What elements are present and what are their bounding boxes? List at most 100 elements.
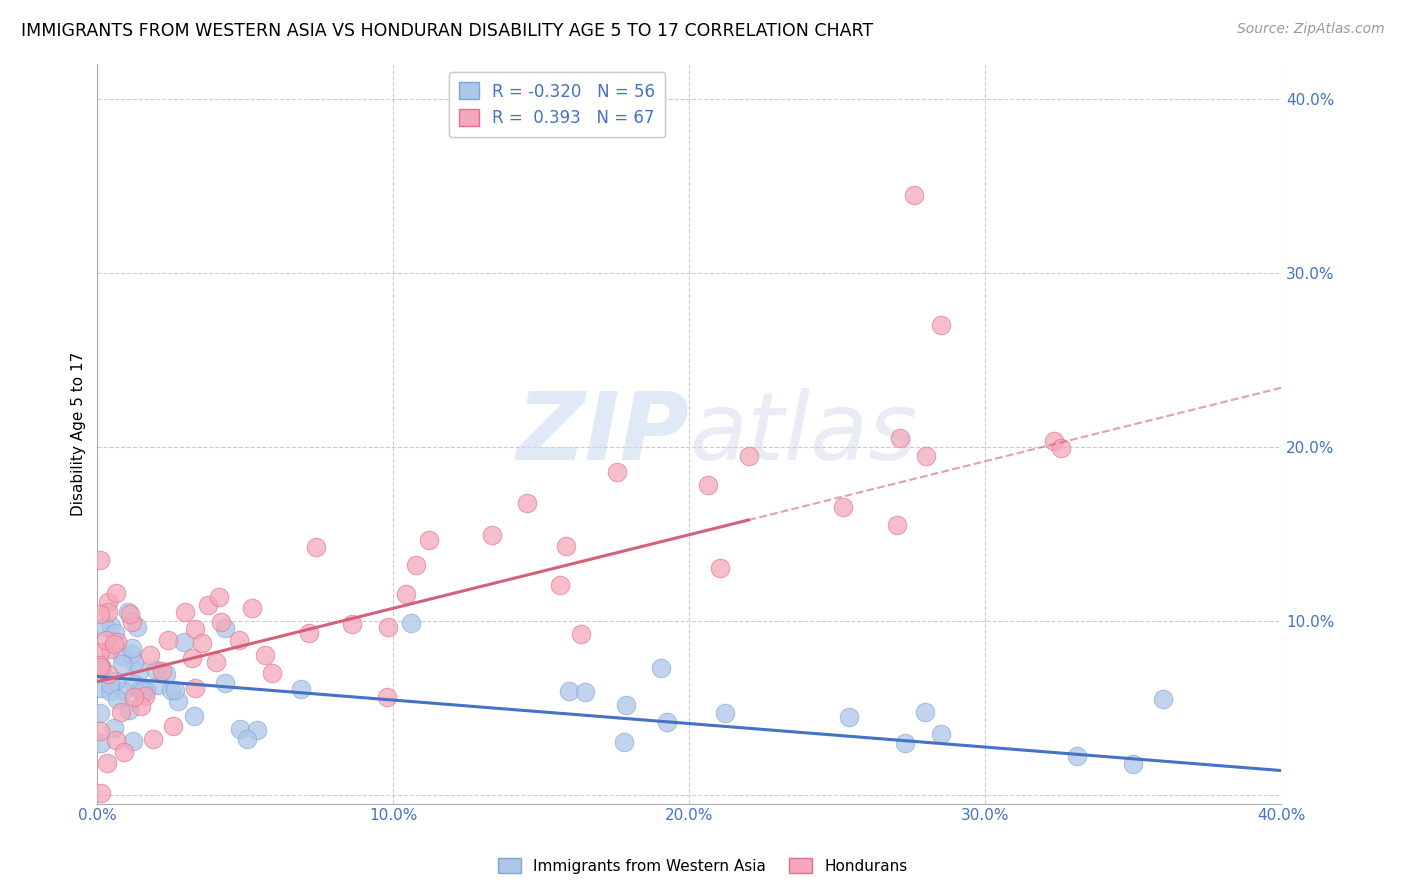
Point [197, 598, 219, 612]
Point [184, 622, 207, 636]
Y-axis label: Disability Age 5 to 17: Disability Age 5 to 17 [72, 351, 86, 516]
Point [105, 586, 128, 600]
Point [481, 528, 503, 542]
Point [131, 683, 153, 698]
Point [903, 187, 925, 202]
Point [929, 318, 952, 332]
Point [103, 721, 125, 735]
Point [167, 694, 190, 708]
Legend: Immigrants from Western Asia, Hondurans: Immigrants from Western Asia, Hondurans [492, 852, 914, 880]
Point [377, 620, 399, 634]
Point [697, 478, 720, 492]
Point [111, 648, 134, 663]
Point [395, 587, 418, 601]
Point [709, 561, 731, 575]
Point [240, 601, 263, 615]
Point [184, 681, 207, 696]
Point [574, 685, 596, 699]
Point [160, 682, 183, 697]
Point [613, 735, 636, 749]
Point [89, 657, 111, 672]
Point [134, 689, 156, 703]
Point [246, 723, 269, 738]
Point [162, 719, 184, 733]
Point [298, 626, 321, 640]
Point [110, 705, 132, 719]
Point [377, 690, 399, 705]
Point [105, 635, 128, 649]
Point [103, 625, 125, 640]
Point [90, 736, 112, 750]
Point [135, 684, 157, 698]
Point [120, 607, 142, 622]
Point [214, 621, 236, 635]
Point [112, 745, 135, 759]
Point [89, 553, 111, 567]
Point [405, 558, 427, 572]
Point [97, 605, 120, 619]
Point [214, 676, 236, 690]
Point [554, 539, 576, 553]
Point [96, 756, 118, 770]
Point [89, 660, 111, 674]
Point [253, 648, 276, 662]
Point [1043, 434, 1066, 448]
Point [131, 698, 153, 713]
Point [228, 632, 250, 647]
Point [107, 691, 129, 706]
Point [125, 620, 148, 634]
Point [183, 709, 205, 723]
Point [915, 449, 938, 463]
Point [105, 733, 128, 747]
Point [838, 710, 860, 724]
Point [650, 661, 672, 675]
Legend: R = -0.320   N = 56, R =  0.393   N = 67: R = -0.320 N = 56, R = 0.393 N = 67 [449, 72, 665, 137]
Text: ZIP: ZIP [516, 388, 689, 480]
Point [342, 617, 364, 632]
Point [886, 518, 908, 533]
Point [558, 683, 581, 698]
Point [209, 615, 232, 629]
Point [173, 635, 195, 649]
Point [94, 633, 117, 648]
Point [150, 664, 173, 678]
Point [208, 590, 231, 604]
Point [1152, 692, 1174, 706]
Point [655, 715, 678, 730]
Point [929, 727, 952, 741]
Point [180, 651, 202, 665]
Point [1122, 756, 1144, 771]
Point [98, 677, 121, 691]
Point [89, 706, 111, 721]
Point [111, 657, 134, 671]
Point [121, 615, 143, 630]
Point [235, 731, 257, 746]
Point [1066, 749, 1088, 764]
Point [1050, 442, 1073, 456]
Text: IMMIGRANTS FROM WESTERN ASIA VS HONDURAN DISABILITY AGE 5 TO 17 CORRELATION CHAR: IMMIGRANTS FROM WESTERN ASIA VS HONDURAN… [21, 22, 873, 40]
Point [305, 540, 328, 554]
Point [165, 682, 187, 697]
Point [122, 655, 145, 669]
Point [548, 577, 571, 591]
Point [146, 678, 169, 692]
Point [714, 706, 737, 721]
Point [156, 633, 179, 648]
Text: Source: ZipAtlas.com: Source: ZipAtlas.com [1237, 22, 1385, 37]
Point [90, 681, 112, 695]
Point [262, 666, 284, 681]
Point [155, 666, 177, 681]
Point [142, 731, 165, 746]
Point [100, 618, 122, 632]
Point [145, 663, 167, 677]
Point [399, 615, 422, 630]
Point [569, 627, 592, 641]
Point [205, 655, 228, 669]
Point [914, 705, 936, 719]
Point [290, 682, 312, 697]
Point [139, 648, 162, 663]
Point [737, 449, 759, 463]
Point [118, 703, 141, 717]
Point [122, 734, 145, 748]
Point [90, 660, 112, 674]
